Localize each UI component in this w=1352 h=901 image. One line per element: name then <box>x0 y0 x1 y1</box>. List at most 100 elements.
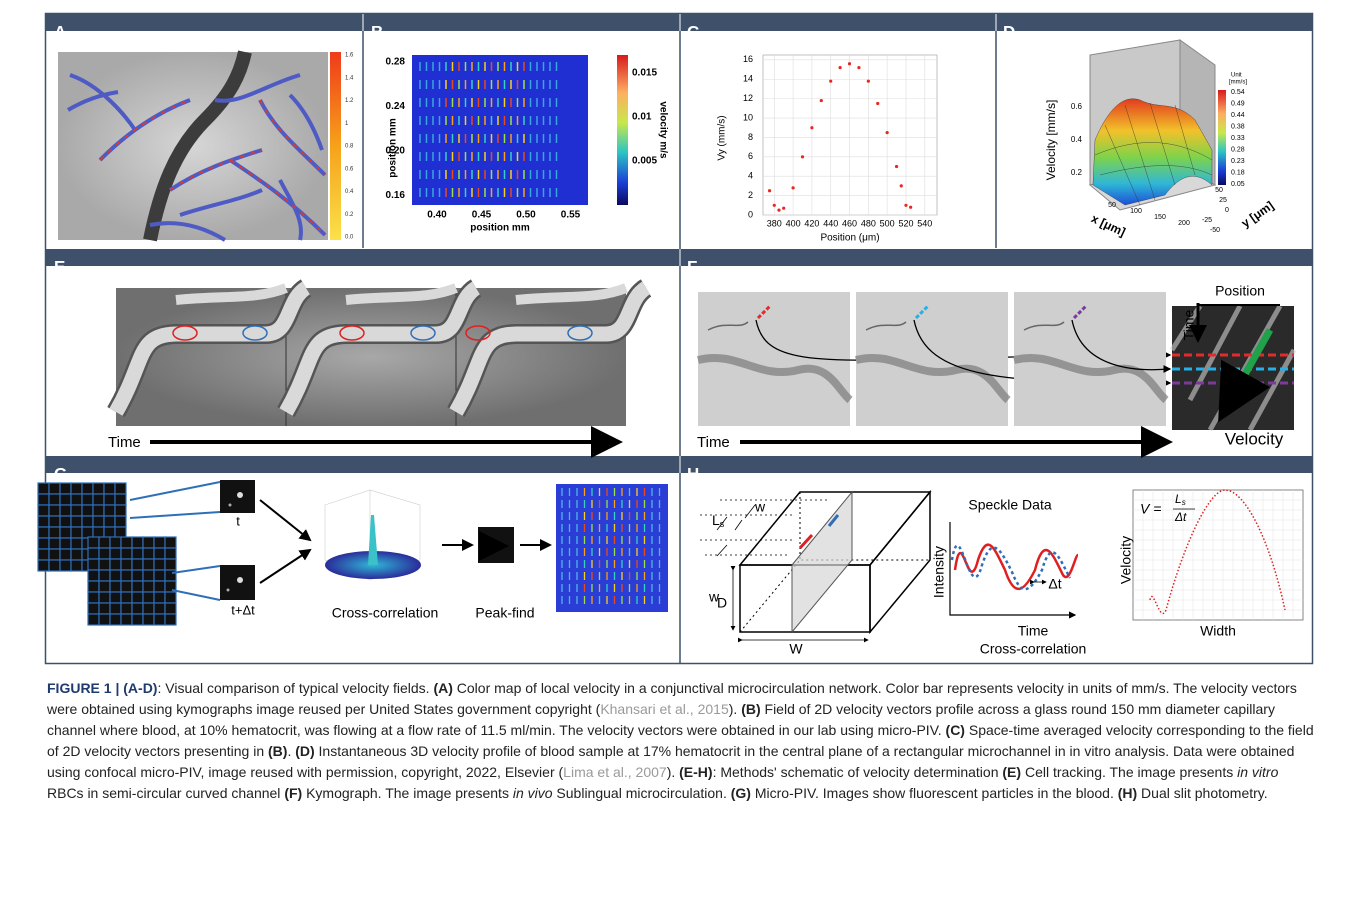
panel-f-images <box>698 292 1294 442</box>
piv-cell <box>93 527 104 538</box>
piv-cell <box>99 537 110 548</box>
piv-cell <box>49 483 60 494</box>
piv-cell <box>99 581 110 592</box>
piv-cell <box>82 527 93 538</box>
colorbar-tick-label: 0.44 <box>1231 112 1245 119</box>
piv-cell <box>121 581 132 592</box>
colorbar-tick-label: 0.54 <box>1231 89 1245 96</box>
z-tick-label: 0.6 <box>1071 102 1083 111</box>
piv-cell <box>104 494 115 505</box>
piv-cell <box>88 603 99 614</box>
data-point <box>909 206 912 209</box>
x-tick-label: 440 <box>823 218 838 228</box>
piv-cell <box>49 516 60 527</box>
colorbar-tick-label: 0.6 <box>345 166 354 172</box>
x-tick-label: 520 <box>898 218 913 228</box>
x-tick-label: 420 <box>804 218 819 228</box>
y-tick-label: 50 <box>1215 187 1223 194</box>
piv-cell <box>104 527 115 538</box>
caption-panel-ref: (G) <box>731 785 751 801</box>
colorbar-tick-label: 1.6 <box>345 53 354 59</box>
citation-link[interactable]: Khansari et al., 2015 <box>600 701 728 717</box>
caption-text: Dual slit photometry. <box>1137 785 1267 801</box>
piv-cell <box>99 570 110 581</box>
caption-panel-ref: (E) <box>1002 764 1021 780</box>
piv-cell <box>99 559 110 570</box>
panel-letter: E <box>54 257 65 276</box>
piv-cell <box>165 537 176 548</box>
x-tick-label: 150 <box>1154 214 1166 221</box>
data-point <box>876 102 879 105</box>
panel-letter: C <box>687 22 699 41</box>
data-point <box>839 66 842 69</box>
z-tick-label: 0.2 <box>1071 168 1083 177</box>
piv-cell <box>132 548 143 559</box>
piv-cell <box>93 483 104 494</box>
piv-cell <box>143 548 154 559</box>
t-label: t <box>236 513 240 528</box>
caption-panel-ref: (H) <box>1118 785 1137 801</box>
piv-cell <box>99 548 110 559</box>
panel-letter: G <box>54 464 67 483</box>
piv-cell <box>121 614 132 625</box>
citation-link[interactable]: Lima et al., 2007 <box>563 764 667 780</box>
panel-letter: H <box>687 464 699 483</box>
x-tick-label: 0.55 <box>561 210 581 221</box>
piv-cell <box>38 560 49 571</box>
colorbar-label: velocity m/s <box>657 101 668 159</box>
y-tick-label: 2 <box>748 190 753 200</box>
y-tick-label: 6 <box>748 151 753 161</box>
z-axis-label: Velocity [mm/s] <box>1044 100 1058 181</box>
piv-cell <box>60 505 71 516</box>
caption-text: Cell tracking. The image presents <box>1021 764 1237 780</box>
colorbar-tick-label: 0.2 <box>345 212 354 218</box>
y-tick-label: 0.24 <box>386 101 406 112</box>
caption-panel-ref: (F) <box>284 785 302 801</box>
y-tick-label: -25 <box>1202 217 1212 224</box>
y-tick-label: 14 <box>743 74 753 84</box>
x-axis-label: position mm <box>470 223 530 234</box>
piv-cell <box>60 483 71 494</box>
piv-cell <box>99 614 110 625</box>
y-tick-label: -50 <box>1210 227 1220 234</box>
data-point <box>773 204 776 207</box>
data-point <box>895 165 898 168</box>
piv-cell <box>99 603 110 614</box>
piv-cell <box>154 548 165 559</box>
piv-cell <box>143 570 154 581</box>
time-label: Time <box>108 434 141 451</box>
caption-text: Micro-PIV. Images show fluorescent parti… <box>751 785 1118 801</box>
data-point <box>791 186 794 189</box>
colorbar-tick-label: 0.33 <box>1231 135 1245 142</box>
piv-cell <box>82 494 93 505</box>
w-label: w <box>754 499 766 515</box>
dt-label: Δt <box>1048 576 1061 592</box>
piv-cell <box>132 614 143 625</box>
piv-cell <box>60 560 71 571</box>
colorbar-tick-label: 0.18 <box>1231 169 1245 176</box>
data-point <box>768 189 771 192</box>
formula-denominator: Δt <box>1174 510 1187 524</box>
kymograph-time-label: Time <box>1181 309 1197 340</box>
piv-cell <box>132 603 143 614</box>
piv-cell <box>165 559 176 570</box>
y-tick-label: 0.20 <box>386 146 406 157</box>
piv-cell <box>60 538 71 549</box>
data-point <box>900 184 903 187</box>
piv-cell <box>115 516 126 527</box>
piv-cell <box>38 538 49 549</box>
piv-cell <box>49 527 60 538</box>
data-point <box>848 62 851 65</box>
kymograph-position-label: Position <box>1215 283 1265 299</box>
piv-cell <box>115 527 126 538</box>
piv-cell <box>93 505 104 516</box>
piv-cell <box>165 548 176 559</box>
colorbar-tick-label: 0.4 <box>345 189 354 195</box>
x-tick-label: 540 <box>917 218 932 228</box>
piv-cell <box>121 603 132 614</box>
x-tick-label: 0.50 <box>516 210 536 221</box>
caption-panel-ref: (D) <box>295 743 314 759</box>
piv-cell <box>71 549 82 560</box>
caption-text: ). <box>667 764 679 780</box>
piv-cell <box>110 614 121 625</box>
